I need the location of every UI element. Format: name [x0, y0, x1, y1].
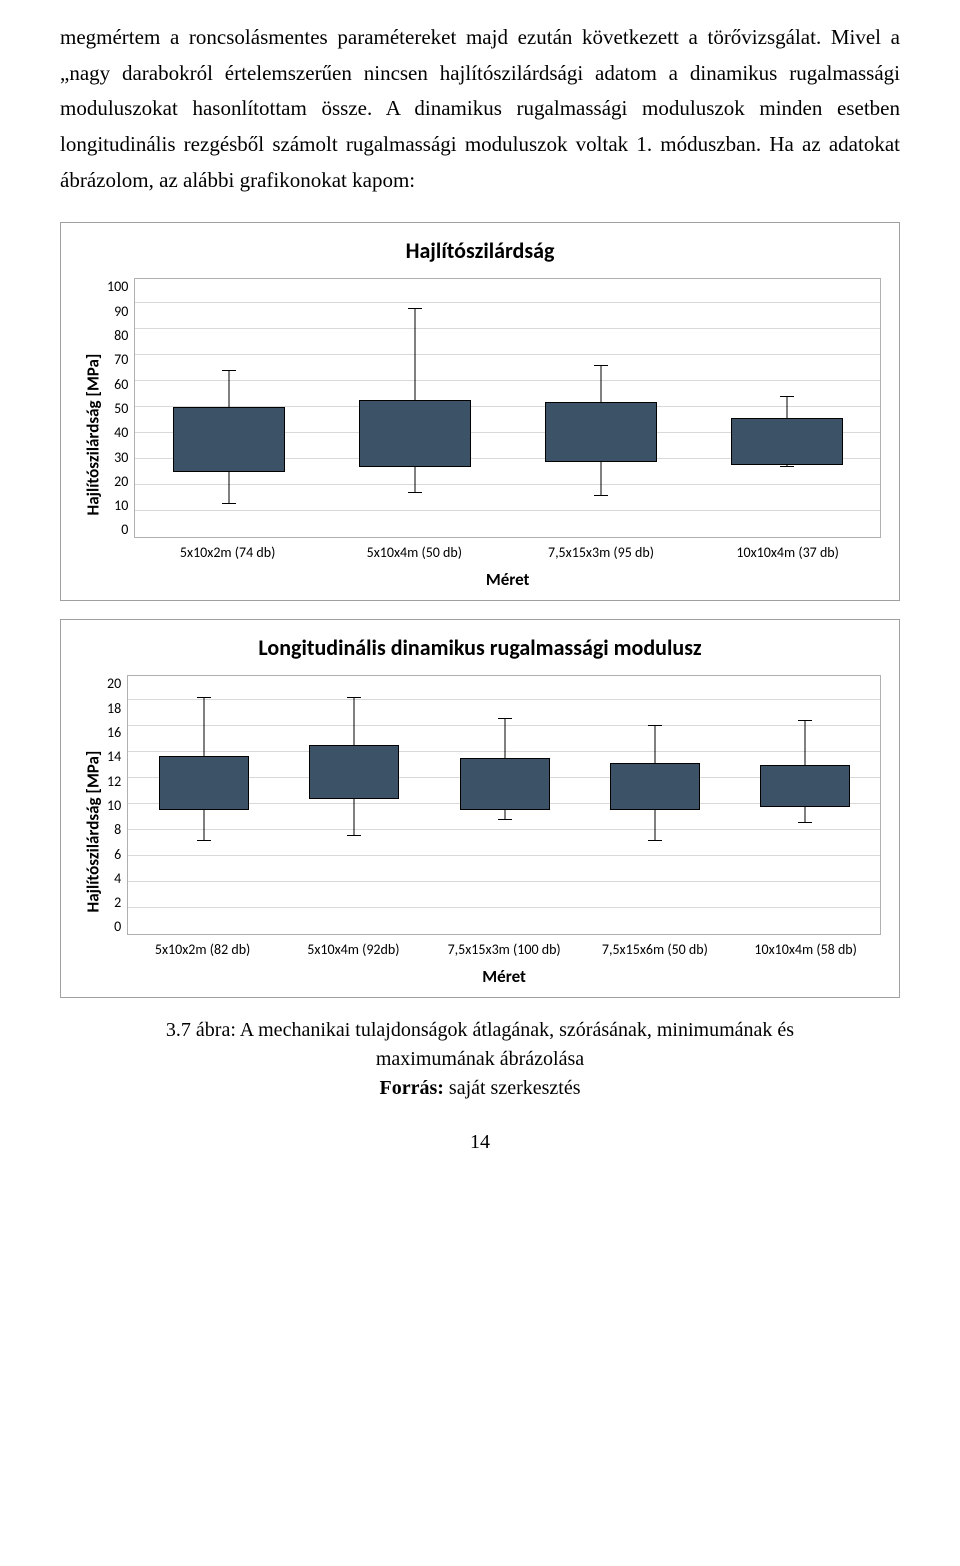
ytick-label: 18 [107, 700, 121, 717]
ytick-label: 70 [107, 351, 128, 368]
chart-1-yticks: 1009080706050403020100 [107, 278, 134, 538]
ytick-label: 0 [107, 521, 128, 538]
whisker-cap-top [347, 697, 361, 698]
box-group [787, 277, 788, 537]
chart-1-ylabel-wrap: Hajlítószilárdság [MPa] [79, 278, 107, 590]
gridline [135, 302, 880, 303]
xtick-label: 10x10x4m (58 db) [730, 941, 881, 958]
chart-1-plot [134, 278, 881, 538]
ytick-label: 50 [107, 400, 128, 417]
chart-2-plot [127, 675, 881, 935]
box [731, 418, 843, 465]
gridline [135, 328, 880, 329]
ytick-label: 16 [107, 724, 121, 741]
xtick-label: 5x10x2m (74 db) [134, 544, 321, 561]
box-group [601, 277, 602, 537]
figure-caption: 3.7 ábra: A mechanikai tulajdonságok átl… [60, 1016, 900, 1103]
chart-1-title: Hajlítószilárdság [79, 237, 881, 264]
whisker-cap-top [498, 718, 512, 719]
gridline [135, 484, 880, 485]
whisker-cap-bottom [780, 466, 794, 467]
whisker-cap-top [197, 697, 211, 698]
ytick-label: 12 [107, 773, 121, 790]
ytick-label: 80 [107, 327, 128, 344]
chart-2-xlabel: Méret [127, 966, 881, 987]
ytick-label: 30 [107, 449, 128, 466]
whisker-cap-top [222, 370, 236, 371]
chart-2-ylabel-wrap: Hajlítószilárdság [MPa] [79, 675, 107, 987]
xtick-label: 5x10x4m (92db) [278, 941, 429, 958]
ytick-label: 10 [107, 797, 121, 814]
caption-line-1: 3.7 ábra: A mechanikai tulajdonságok átl… [166, 1019, 794, 1041]
box [359, 400, 471, 468]
caption-line-2: maximumának ábrázolása [376, 1048, 584, 1070]
ytick-label: 20 [107, 675, 121, 692]
whisker-cap-bottom [347, 835, 361, 836]
chart-2-yticks: 20181614121086420 [107, 675, 127, 935]
ytick-label: 10 [107, 497, 128, 514]
chart-1-xlabel: Méret [134, 569, 881, 590]
whisker-cap-bottom [197, 840, 211, 841]
xtick-label: 7,5x15x3m (100 db) [429, 941, 580, 958]
chart-2-ylabel: Hajlítószilárdság [MPa] [83, 751, 104, 913]
ytick-label: 14 [107, 748, 121, 765]
xtick-label: 7,5x15x6m (50 db) [580, 941, 731, 958]
gridline [135, 510, 880, 511]
ytick-label: 8 [107, 821, 121, 838]
chart-2-frame: Longitudinális dinamikus rugalmassági mo… [60, 619, 900, 998]
xtick-label: 5x10x4m (50 db) [321, 544, 508, 561]
whisker-cap-bottom [648, 840, 662, 841]
chart-1-frame: Hajlítószilárdság Hajlítószilárdság [MPa… [60, 222, 900, 601]
box-group [228, 277, 229, 537]
whisker-cap-bottom [408, 492, 422, 493]
chart-1-ylabel: Hajlítószilárdság [MPa] [83, 354, 104, 516]
box [460, 758, 550, 810]
box [610, 763, 700, 810]
whisker-cap-bottom [498, 819, 512, 820]
caption-source-label: Forrás: [379, 1077, 443, 1099]
gridline [135, 354, 880, 355]
whisker-cap-top [648, 725, 662, 726]
xtick-label: 7,5x15x3m (95 db) [508, 544, 695, 561]
ytick-label: 90 [107, 303, 128, 320]
page-number: 14 [60, 1131, 900, 1154]
ytick-label: 40 [107, 424, 128, 441]
whisker-cap-bottom [594, 495, 608, 496]
box-group [805, 674, 806, 934]
ytick-label: 0 [107, 918, 121, 935]
box [173, 407, 285, 472]
whisker-cap-bottom [798, 822, 812, 823]
whisker-cap-top [408, 308, 422, 309]
box [309, 745, 399, 800]
box-group [415, 277, 416, 537]
whisker-cap-top [780, 396, 794, 397]
ytick-label: 20 [107, 473, 128, 490]
box-group [504, 674, 505, 934]
caption-source-value: saját szerkesztés [444, 1077, 581, 1099]
whisker-cap-bottom [222, 503, 236, 504]
ytick-label: 60 [107, 376, 128, 393]
xtick-label: 10x10x4m (37 db) [694, 544, 881, 561]
gridline [135, 380, 880, 381]
chart-1-xticks: 5x10x2m (74 db)5x10x4m (50 db)7,5x15x3m … [134, 544, 881, 561]
chart-2-xticks: 5x10x2m (82 db)5x10x4m (92db)7,5x15x3m (… [127, 941, 881, 958]
chart-2-title: Longitudinális dinamikus rugalmassági mo… [79, 634, 881, 661]
box-group [354, 674, 355, 934]
box [760, 765, 850, 807]
ytick-label: 4 [107, 870, 121, 887]
ytick-label: 100 [107, 278, 128, 295]
ytick-label: 2 [107, 894, 121, 911]
box [159, 756, 249, 809]
whisker-cap-top [594, 365, 608, 366]
box [545, 402, 657, 462]
intro-paragraph: megmértem a roncsolásmentes paramétereke… [60, 20, 900, 198]
box-group [654, 674, 655, 934]
ytick-label: 6 [107, 846, 121, 863]
box-group [203, 674, 204, 934]
whisker-cap-top [798, 720, 812, 721]
xtick-label: 5x10x2m (82 db) [127, 941, 278, 958]
